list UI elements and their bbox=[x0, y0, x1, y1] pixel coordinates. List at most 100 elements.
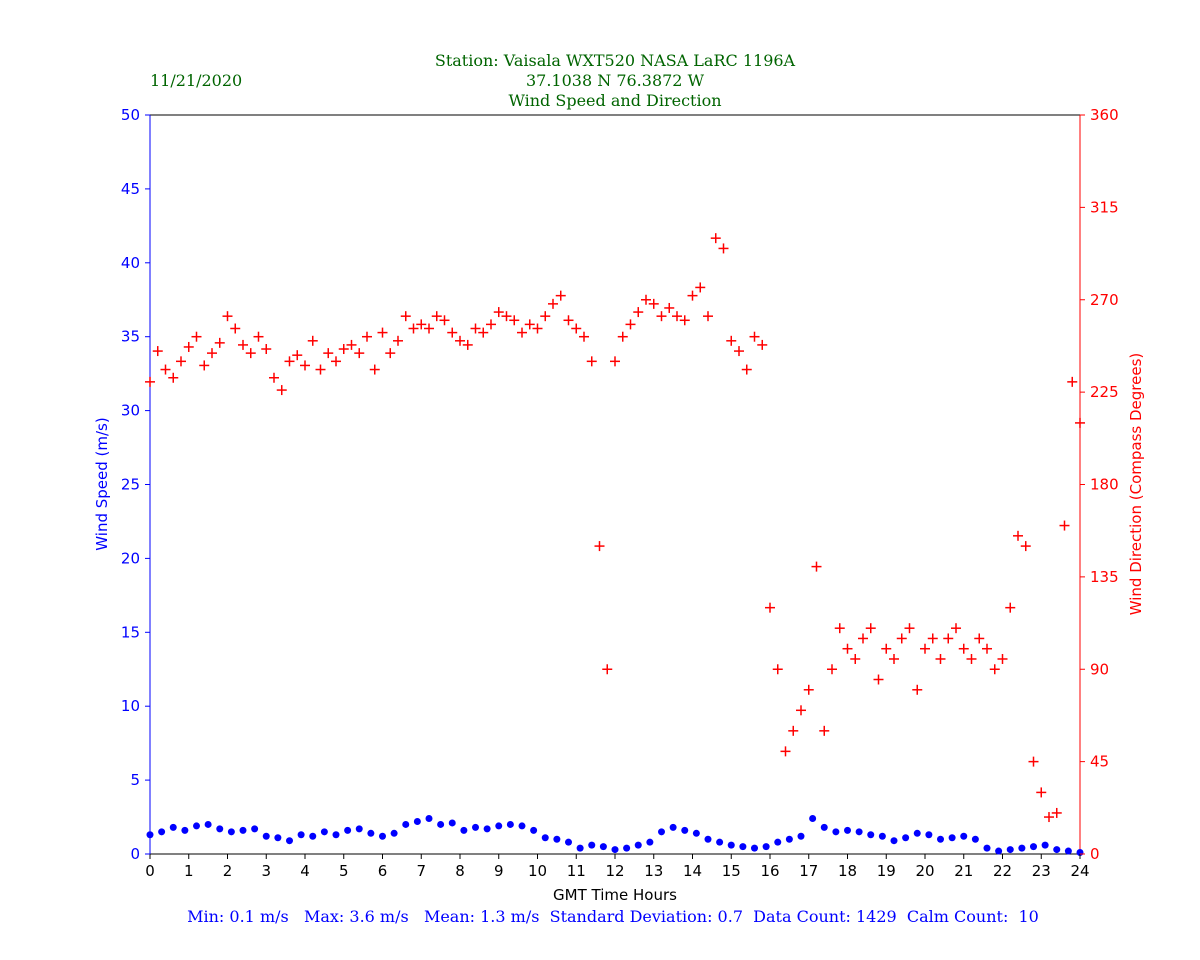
speed-point bbox=[727, 841, 735, 849]
y-tick-label: 10 bbox=[121, 697, 140, 715]
direction-point bbox=[354, 348, 365, 359]
direction-point bbox=[176, 356, 186, 367]
direction-point bbox=[517, 327, 527, 338]
direction-point bbox=[586, 356, 597, 367]
x-tick-label: 19 bbox=[877, 862, 896, 880]
speed-point bbox=[483, 825, 491, 833]
x-axis-label: GMT Time Hours bbox=[553, 886, 677, 904]
direction-point bbox=[734, 346, 744, 357]
y2-tick-label: 0 bbox=[1090, 845, 1100, 863]
direction-point bbox=[284, 356, 295, 367]
speed-point bbox=[448, 819, 456, 827]
direction-point bbox=[695, 282, 706, 293]
direction-point bbox=[338, 344, 349, 355]
direction-point bbox=[408, 323, 419, 334]
direction-point bbox=[1020, 541, 1031, 552]
speed-point bbox=[751, 844, 758, 852]
direction-point bbox=[362, 331, 372, 342]
direction-point bbox=[788, 725, 799, 736]
speed-point bbox=[262, 832, 270, 840]
direction-point bbox=[385, 348, 396, 359]
direction-point bbox=[1013, 530, 1023, 541]
speed-point bbox=[646, 838, 654, 846]
y2-tick-label: 360 bbox=[1090, 106, 1119, 124]
direction-point bbox=[509, 315, 520, 326]
direction-point bbox=[617, 331, 628, 342]
x-tick-label: 6 bbox=[378, 862, 388, 880]
y2-axis-label: Wind Direction (Compass Degrees) bbox=[1127, 353, 1145, 616]
direction-point bbox=[222, 311, 233, 322]
x-tick-label: 15 bbox=[722, 862, 741, 880]
direction-point bbox=[346, 339, 357, 350]
direction-point bbox=[780, 746, 791, 757]
direction-point bbox=[687, 290, 698, 301]
speed-point bbox=[832, 828, 840, 836]
speed-point bbox=[553, 835, 561, 843]
speed-point bbox=[169, 823, 177, 831]
speed-point bbox=[332, 831, 340, 839]
speed-point bbox=[890, 837, 898, 845]
direction-point bbox=[765, 602, 775, 613]
speed-point bbox=[681, 826, 689, 834]
speed-point bbox=[309, 832, 317, 840]
speed-point bbox=[716, 838, 724, 846]
direction-point bbox=[594, 541, 605, 552]
date-label: 11/21/2020 bbox=[150, 71, 242, 90]
speed-point bbox=[704, 835, 712, 843]
direction-point bbox=[238, 339, 248, 350]
direction-point bbox=[920, 643, 930, 654]
speed-point bbox=[797, 832, 805, 840]
speed-point bbox=[239, 826, 247, 834]
speed-point bbox=[658, 828, 665, 836]
x-tick-label: 11 bbox=[567, 862, 586, 880]
y2-tick-label: 225 bbox=[1090, 383, 1119, 401]
direction-point bbox=[1075, 417, 1085, 428]
direction-point bbox=[230, 323, 241, 334]
speed-point bbox=[146, 831, 154, 839]
direction-point bbox=[276, 385, 287, 396]
data-points bbox=[145, 233, 1085, 857]
y2-tick-label: 315 bbox=[1090, 198, 1119, 216]
y-tick-label: 35 bbox=[121, 328, 140, 346]
direction-point bbox=[462, 339, 473, 350]
direction-point bbox=[602, 664, 613, 675]
speed-point bbox=[762, 843, 770, 851]
direction-point bbox=[540, 311, 551, 322]
chart-title-coords: 37.1038 N 76.3872 W bbox=[526, 71, 705, 90]
speed-point bbox=[204, 820, 212, 828]
x-tick-label: 7 bbox=[416, 862, 426, 880]
direction-point bbox=[834, 623, 845, 634]
speed-point bbox=[809, 815, 817, 823]
chart-title-station: Station: Vaisala WXT520 NASA LaRC 1196A bbox=[435, 51, 796, 70]
x-tick-label: 23 bbox=[1032, 862, 1051, 880]
x-tick-label: 22 bbox=[993, 862, 1012, 880]
direction-point bbox=[889, 653, 899, 664]
speed-point bbox=[506, 820, 514, 828]
y-tick-label: 20 bbox=[121, 549, 140, 567]
x-tick-label: 1 bbox=[184, 862, 194, 880]
x-tick-label: 14 bbox=[683, 862, 702, 880]
speed-point bbox=[1053, 846, 1061, 854]
direction-point bbox=[803, 684, 814, 695]
direction-point bbox=[974, 633, 985, 644]
direction-point bbox=[377, 327, 388, 338]
direction-point bbox=[563, 315, 574, 326]
direction-point bbox=[424, 323, 434, 334]
speed-point bbox=[1041, 841, 1049, 849]
speed-point bbox=[867, 831, 875, 839]
speed-point bbox=[913, 829, 921, 837]
speed-point bbox=[402, 820, 410, 828]
x-tick-label: 8 bbox=[455, 862, 465, 880]
statistics-summary: Min: 0.1 m/s Max: 3.6 m/s Mean: 1.3 m/s … bbox=[187, 907, 1039, 926]
speed-point bbox=[472, 823, 479, 831]
speed-point bbox=[576, 844, 584, 852]
direction-point bbox=[757, 339, 768, 350]
direction-point bbox=[772, 664, 783, 675]
y-tick-label: 45 bbox=[121, 180, 140, 198]
direction-point bbox=[455, 335, 465, 346]
direction-point bbox=[656, 311, 667, 322]
direction-point bbox=[796, 705, 806, 716]
speed-point bbox=[193, 822, 200, 830]
speed-point bbox=[844, 826, 851, 834]
speed-point bbox=[367, 829, 375, 837]
